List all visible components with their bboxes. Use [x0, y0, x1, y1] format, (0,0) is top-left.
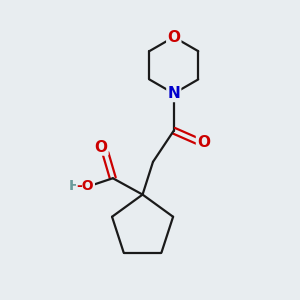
Text: N: N — [167, 86, 180, 101]
Text: O: O — [197, 135, 210, 150]
Text: -O: -O — [77, 179, 94, 193]
Text: O: O — [94, 140, 107, 154]
Text: H: H — [69, 179, 81, 193]
Text: O: O — [167, 30, 180, 45]
